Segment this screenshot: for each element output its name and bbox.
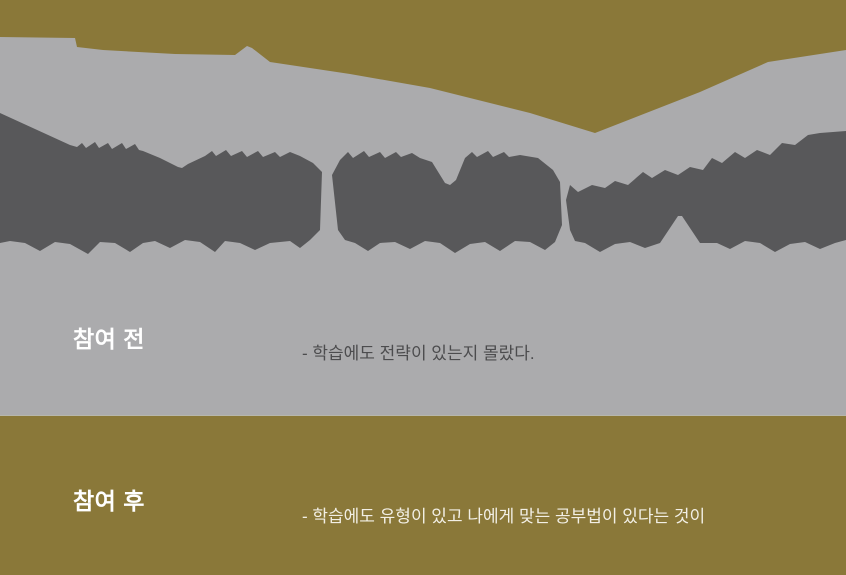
hero-blob-middle — [332, 151, 562, 253]
hero-blob-right — [566, 131, 846, 252]
after-label: 참여 후 — [73, 488, 145, 514]
after-line-1: - 학습에도 유형이 있고 나에게 맞는 공부법이 있다는 것이 — [302, 507, 706, 526]
section-after: 참여 후 - 학습에도 유형이 있고 나에게 맞는 공부법이 있다는 것이 신기… — [0, 415, 846, 575]
section-before: 참여 전 - 학습에도 전략이 있는지 몰랐다. - 계획은 세우는데 실천력이… — [0, 270, 846, 537]
hero-abstract-graphic — [0, 0, 846, 254]
before-line-1: - 학습에도 전략이 있는지 몰랐다. — [302, 344, 535, 363]
hero-blob-left — [0, 113, 322, 254]
hero-olive-shape — [0, 0, 846, 133]
hero-banner — [0, 0, 846, 270]
after-bullets: - 학습에도 유형이 있고 나에게 맞는 공부법이 있다는 것이 신기해서 시도… — [302, 444, 705, 575]
before-label: 참여 전 — [73, 326, 145, 352]
